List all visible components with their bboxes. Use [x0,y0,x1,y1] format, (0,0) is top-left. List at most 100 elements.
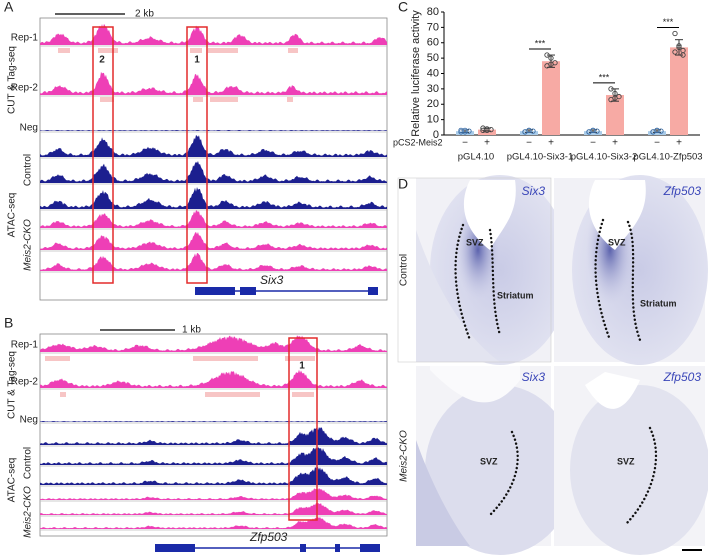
region-label: 1 [299,361,305,372]
signal-track [40,467,387,485]
exon [300,544,306,552]
data-point [654,127,660,134]
panel-letter: C [398,0,408,15]
data-point [672,49,678,55]
y-tick-label: 30 [427,83,439,95]
signal-track [40,187,387,209]
track-label: Rep-2 [11,83,39,94]
signal-track [40,447,387,465]
region-label: SVZ [466,237,484,247]
x-tick-label: − [526,138,532,149]
panel-letter: D [398,176,408,192]
peak-block [205,392,260,397]
bar [456,131,474,135]
exon [155,544,195,552]
gene-label: Zfp503 [249,530,288,544]
track-frame [39,17,388,301]
peak-block [100,97,114,102]
region-label: SVZ [480,456,498,466]
gene-label: Six3 [522,370,546,384]
exon [335,544,340,552]
peak-block [193,97,203,102]
track-label: Meis2-CKO [23,486,34,538]
track-label: Rep-2 [11,377,39,388]
group-label: pGL4.10 [458,152,494,163]
data-point [526,127,532,134]
signal-track [40,421,387,422]
track-label: Rep-1 [11,340,39,351]
peak-block [45,356,70,361]
peak-block [58,48,70,53]
y-tick-label: 20 [427,98,439,110]
data-point [680,52,686,58]
assay-label: ATAC-seq [7,193,18,238]
data-point [548,61,554,67]
gene-label: Zfp503 [663,184,702,198]
data-point [544,52,550,58]
data-point [676,44,682,51]
signal-track [40,71,387,95]
region-box [288,337,318,521]
region-label: SVZ [608,237,626,247]
region-label: 2 [99,55,105,66]
panel-b: B 1 kb Rep-1 Rep-2 Neg Control Meis2-CKO… [4,315,388,544]
assay-label: ATAC-seq [7,458,18,503]
exon [195,287,235,295]
gene-label: Zfp503 [663,370,702,384]
bar [670,47,688,135]
signal-track [40,427,387,445]
signal-track [40,517,387,529]
data-point [608,86,614,92]
bar [542,61,560,136]
y-tick-label: 0 [433,129,439,141]
significance-label: *** [663,17,674,27]
region-label: Striatum [497,290,534,300]
bar [648,131,666,135]
y-tick-label: 40 [427,67,439,79]
peak-block [285,356,315,361]
section-image [416,366,575,555]
x-tick-label: − [462,138,468,149]
signal-track [40,488,387,500]
data-point [672,30,678,37]
scale-label: 2 kb [135,9,154,20]
row-label: Meis2-CKO [399,430,410,482]
data-point [484,127,490,134]
exon [368,287,378,295]
significance-label: *** [599,72,610,82]
track-label: Control [23,154,34,186]
track-label: Meis2-CKO [23,219,34,271]
peak-block [292,392,314,397]
track-label: Neg [20,123,38,134]
peak-block [210,97,238,102]
track-frame [39,333,388,537]
image-frame [397,177,552,363]
signal-track [40,253,387,271]
data-point [480,125,486,131]
signal-track [40,210,387,228]
signal-track [40,23,387,45]
signal-track [40,232,387,250]
track-label: Control [23,447,34,479]
section-image [554,366,708,555]
x-tick-label: − [654,138,660,149]
x-tick-label: + [548,138,554,149]
peak-block [193,356,258,361]
svz-outline [454,218,658,527]
track-label: Neg [20,415,38,426]
section-image [416,175,570,365]
row-label: pCS2-Meis2 [393,137,443,147]
y-tick-label: 60 [427,37,439,49]
peak-block [287,97,293,102]
region-label: Striatum [640,298,677,308]
group-label: pGL4.10-Zfp503 [633,152,702,163]
panel-letter: B [4,315,13,331]
signal-track [40,503,387,515]
signal-track [40,130,387,131]
data-point [612,95,618,101]
y-tick-label: 80 [427,6,439,18]
data-point [590,127,596,134]
peak-block [288,48,298,53]
exon [240,287,256,295]
